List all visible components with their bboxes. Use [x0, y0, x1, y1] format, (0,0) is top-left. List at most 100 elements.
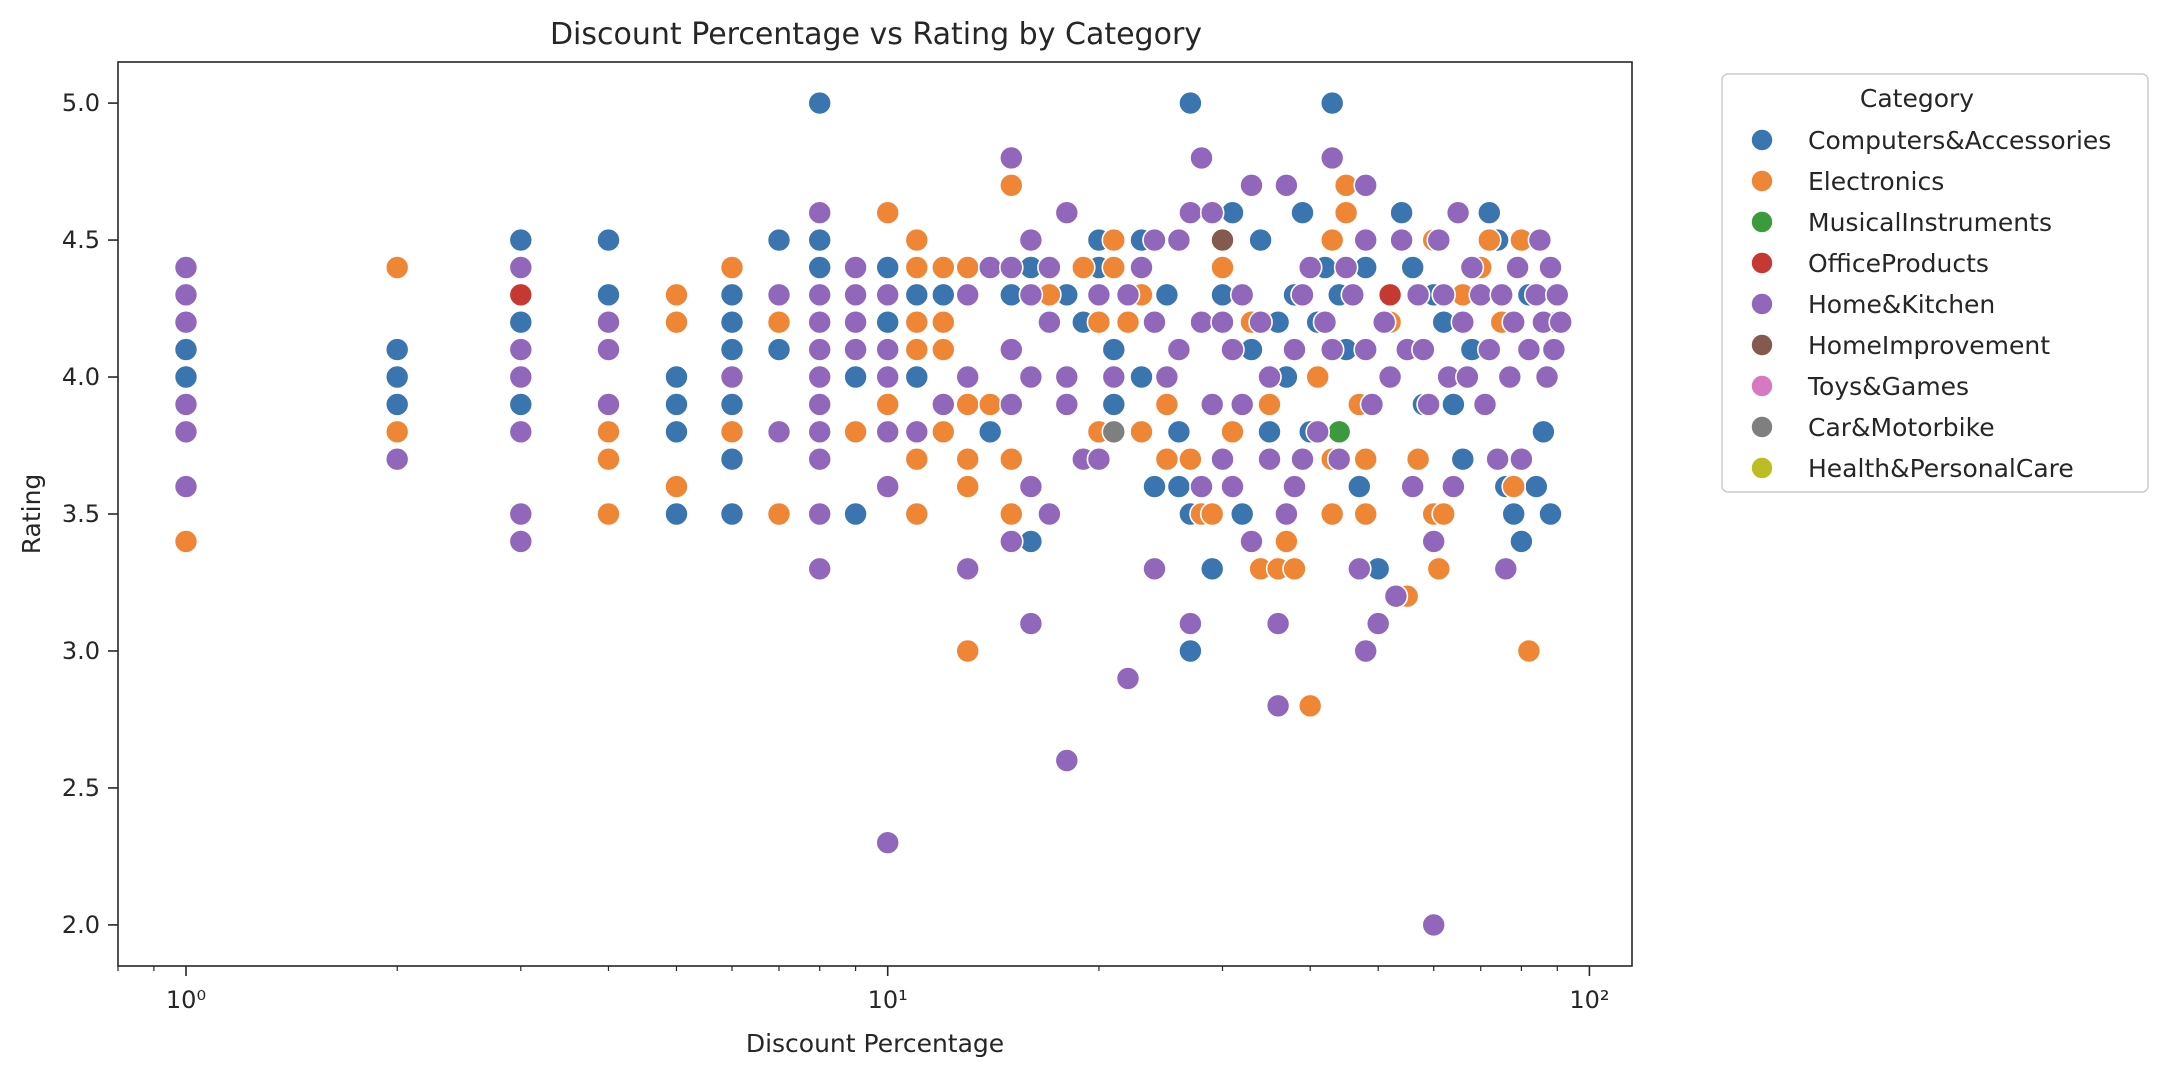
data-point — [807, 556, 833, 582]
data-point — [1459, 255, 1485, 280]
legend-entries: Computers&Accessories Electronics MusicalI… — [1750, 126, 2111, 483]
data-point — [930, 392, 956, 417]
data-point — [1450, 446, 1476, 472]
data-point — [1305, 419, 1330, 445]
legend-label: MusicalInstruments — [1808, 208, 2052, 237]
data-point — [664, 392, 689, 417]
data-point — [1524, 282, 1549, 308]
data-point — [596, 419, 621, 445]
data-point — [1441, 474, 1466, 499]
legend-label: Car&Motorbike — [1808, 413, 1995, 442]
data-point — [1274, 529, 1299, 554]
data-point — [843, 282, 868, 308]
data-point — [904, 446, 930, 472]
data-point — [766, 419, 792, 445]
data-point — [1501, 501, 1526, 527]
data-point — [807, 90, 833, 116]
data-point — [843, 501, 868, 527]
data-point — [719, 364, 745, 390]
data-point — [1229, 501, 1255, 527]
data-point — [1541, 337, 1567, 362]
data-point — [1319, 145, 1345, 171]
data-point — [1274, 173, 1299, 198]
legend-label: Computers&Accessories — [1808, 126, 2111, 155]
data-point — [1189, 145, 1214, 171]
data-point — [1377, 364, 1403, 390]
data-point — [1531, 419, 1556, 445]
data-point — [1282, 474, 1307, 499]
data-point — [1365, 611, 1391, 636]
data-point — [1199, 556, 1225, 582]
data-point — [596, 282, 621, 308]
data-point — [1524, 474, 1549, 499]
data-point — [955, 446, 981, 472]
data-point — [766, 501, 792, 527]
y-tick-label: 3.5 — [62, 500, 100, 528]
data-point — [1220, 474, 1245, 499]
data-point — [1166, 474, 1192, 499]
data-point — [1189, 309, 1214, 335]
data-point — [664, 501, 689, 527]
data-point — [1166, 419, 1192, 445]
data-point — [955, 392, 981, 417]
data-point — [1154, 392, 1180, 417]
data-point — [384, 364, 410, 390]
data-point — [1018, 282, 1044, 308]
y-axis-label: Rating — [17, 474, 46, 555]
data-point — [1319, 501, 1345, 527]
data-point — [1405, 282, 1431, 308]
data-point — [875, 419, 901, 445]
data-point — [1477, 337, 1502, 362]
data-point — [1431, 282, 1456, 308]
data-point — [875, 200, 901, 225]
data-point — [1037, 309, 1062, 335]
data-point — [173, 474, 199, 499]
data-point — [930, 309, 956, 335]
data-point — [1290, 446, 1315, 472]
data-point — [1477, 227, 1502, 253]
x-tick-label: 10² — [1569, 986, 1609, 1014]
data-point — [1445, 200, 1471, 225]
data-point — [1509, 446, 1534, 472]
data-point — [1189, 474, 1214, 499]
data-point — [508, 529, 534, 554]
data-point — [1421, 529, 1446, 554]
data-point — [719, 419, 745, 445]
data-point — [719, 309, 745, 335]
data-point — [719, 337, 745, 362]
data-point — [998, 145, 1024, 171]
data-point — [1257, 392, 1282, 417]
data-point — [1297, 255, 1323, 280]
data-point — [904, 501, 930, 527]
data-point — [930, 419, 956, 445]
data-point — [1142, 474, 1167, 499]
data-point — [1101, 392, 1127, 417]
data-point — [1178, 90, 1203, 116]
data-point — [1516, 337, 1542, 362]
data-point — [1353, 446, 1378, 472]
data-point — [1290, 282, 1315, 308]
data-point — [508, 282, 534, 308]
data-point — [508, 501, 534, 527]
data-point — [1054, 200, 1080, 225]
data-point — [1199, 501, 1225, 527]
data-point — [977, 392, 1003, 417]
data-point — [1400, 474, 1425, 499]
data-point — [1538, 501, 1563, 527]
data-point — [719, 446, 745, 472]
data-point — [1333, 200, 1359, 225]
data-point — [1166, 337, 1192, 362]
legend-marker — [1750, 292, 1774, 316]
data-point — [843, 255, 868, 280]
data-point — [1018, 611, 1044, 636]
data-point — [1353, 501, 1378, 527]
data-point — [596, 501, 621, 527]
data-point — [173, 309, 199, 335]
data-point — [1265, 693, 1291, 719]
data-point — [955, 255, 981, 280]
data-point — [1319, 337, 1345, 362]
data-point — [1220, 419, 1245, 445]
data-point — [766, 282, 792, 308]
data-point — [1319, 227, 1345, 253]
data-point — [384, 255, 410, 280]
